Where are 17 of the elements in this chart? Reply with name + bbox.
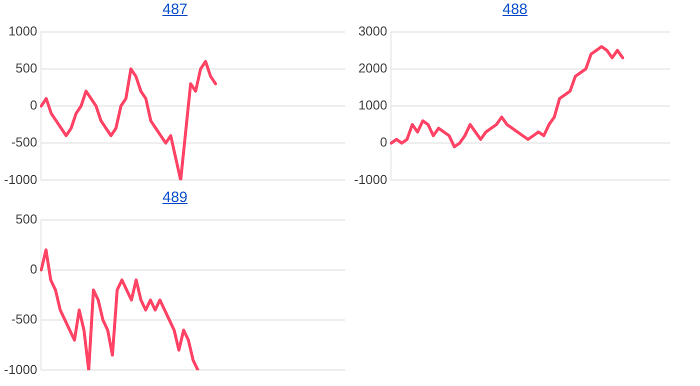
y-tick-label: -500 [11,134,38,150]
chart-title: 489 [161,188,189,208]
y-tick-label: 500 [16,211,38,226]
y-tick-label: -1000 [4,362,38,377]
chart-title: 487 [161,0,189,20]
y-tick-label: 0 [30,98,38,113]
y-tick-label: 2000 [358,60,388,76]
y-tick-label: -1000 [4,172,38,187]
y-tick-label: 500 [16,60,38,76]
y-tick-label: 0 [30,262,38,277]
y-tick-label: -1000 [354,172,388,187]
y-tick-label: 1000 [8,23,38,38]
chart-title: 488 [501,0,529,20]
y-tick-label: 0 [380,134,388,150]
y-tick-label: -500 [11,312,38,327]
y-tick-label: 3000 [358,23,388,38]
y-tick-label: 1000 [358,98,388,113]
